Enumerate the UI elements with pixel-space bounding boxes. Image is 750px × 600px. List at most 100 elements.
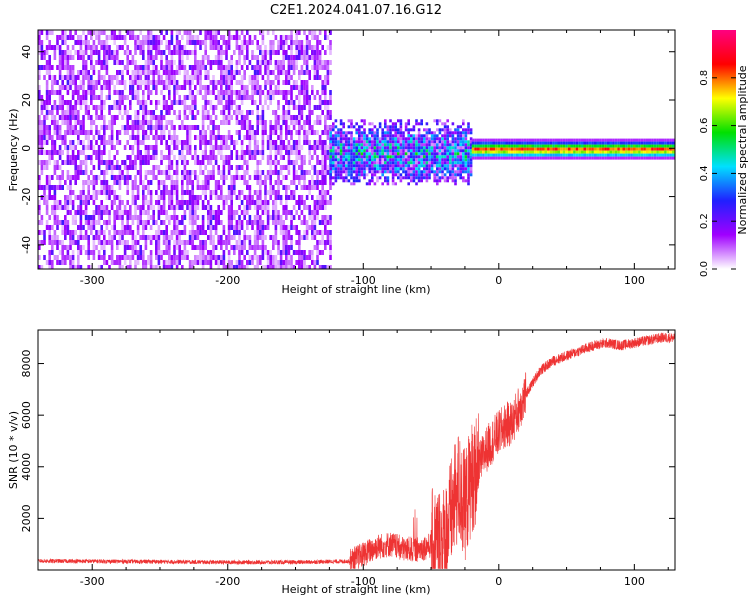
heatmap-cell [248, 175, 252, 180]
heatmap-cell [433, 119, 436, 123]
heatmap-cell [321, 90, 324, 95]
heatmap-cell [194, 40, 197, 45]
heatmap-cell [290, 130, 293, 135]
heatmap-cell [295, 225, 298, 230]
heatmap-cell [500, 153, 503, 157]
heatmap-cell [131, 70, 135, 75]
heatmap-cell [329, 215, 332, 220]
heatmap-cell [175, 190, 179, 195]
heatmap-cell [131, 135, 135, 140]
heatmap-cell [92, 225, 96, 230]
heatmap-cell [292, 165, 296, 170]
heatmap-cell [313, 170, 317, 175]
heatmap-cell [175, 205, 179, 210]
heatmap-cell [279, 60, 283, 65]
heatmap-cell [376, 155, 379, 159]
heatmap-cell [399, 161, 403, 165]
heatmap-cell [129, 135, 132, 140]
heatmap-cell [74, 195, 77, 200]
heatmap-cell [449, 176, 452, 180]
heatmap-cell [318, 115, 322, 120]
heatmap-cell [420, 134, 423, 138]
heatmap-cell [272, 190, 275, 195]
heatmap-cell [259, 260, 262, 265]
heatmap-cell [274, 90, 278, 95]
heatmap-cell [123, 250, 127, 255]
heatmap-cell [79, 140, 83, 145]
heatmap-cell [363, 128, 366, 132]
heatmap-cell [196, 35, 200, 40]
heatmap-cell [149, 265, 153, 269]
heatmap-cell [56, 45, 59, 50]
heatmap-cell [303, 55, 306, 60]
heatmap-cell [541, 153, 545, 157]
heatmap-cell [368, 128, 371, 132]
heatmap-cell [653, 147, 657, 151]
heatmap-cell [238, 260, 241, 265]
heatmap-cell [373, 152, 377, 156]
heatmap-cell [147, 85, 150, 90]
heatmap-cell [103, 140, 106, 145]
heatmap-cell [136, 115, 140, 120]
heatmap-cell [282, 175, 285, 180]
heatmap-cell [539, 147, 542, 151]
heatmap-cell [669, 144, 672, 148]
heatmap-cell [222, 135, 226, 140]
heatmap-cell [129, 125, 132, 130]
heatmap-cell [162, 95, 166, 100]
heatmap-cell [567, 144, 571, 148]
heatmap-cell [79, 230, 83, 235]
heatmap-cell [648, 147, 652, 151]
heatmap-cell [92, 90, 96, 95]
heatmap-cell [423, 140, 426, 144]
heatmap-cell [282, 225, 285, 230]
heatmap-cell [334, 155, 338, 159]
heatmap-cell [363, 143, 366, 147]
heatmap-cell [45, 130, 49, 135]
heatmap-cell [381, 128, 384, 132]
heatmap-cell [196, 235, 200, 240]
heatmap-cell [368, 179, 371, 183]
heatmap-cell [191, 35, 194, 40]
heatmap-cell [298, 105, 301, 110]
heatmap-cell [168, 245, 171, 250]
heatmap-cell [318, 120, 322, 125]
heatmap-cell [53, 235, 57, 240]
heatmap-cell [321, 265, 324, 269]
heatmap-cell [103, 120, 106, 125]
heatmap-cell [152, 205, 155, 210]
heatmap-cell [277, 190, 280, 195]
heatmap-cell [214, 95, 218, 100]
heatmap-cell [630, 156, 633, 160]
heatmap-cell [183, 85, 187, 90]
heatmap-cell [378, 125, 382, 129]
heatmap-cell [53, 125, 57, 130]
heatmap-cell [295, 150, 298, 155]
heatmap-cell [279, 90, 283, 95]
heatmap-cell [162, 100, 166, 105]
heatmap-cell [329, 140, 332, 144]
heatmap-cell [225, 80, 228, 85]
heatmap-cell [476, 138, 480, 142]
heatmap-cell [165, 185, 168, 190]
heatmap-cell [298, 30, 301, 35]
heatmap-cell [201, 265, 205, 269]
heatmap-cell [227, 135, 231, 140]
heatmap-cell [428, 128, 431, 132]
heatmap-cell [308, 55, 311, 60]
heatmap-cell [66, 210, 70, 215]
heatmap-cell [217, 100, 220, 105]
heatmap-cell [90, 170, 93, 175]
heatmap-cell [292, 120, 296, 125]
heatmap-cell [38, 145, 41, 150]
heatmap-cell [87, 90, 90, 95]
heatmap-cell [287, 65, 291, 70]
heatmap-cell [246, 200, 249, 205]
heatmap-cell [502, 156, 506, 160]
heatmap-cell [449, 158, 452, 162]
heatmap-cell [149, 80, 153, 85]
heatmap-cell [454, 152, 457, 156]
heatmap-cell [464, 167, 468, 171]
heatmap-cell [48, 160, 51, 165]
heatmap-cell [378, 158, 382, 162]
